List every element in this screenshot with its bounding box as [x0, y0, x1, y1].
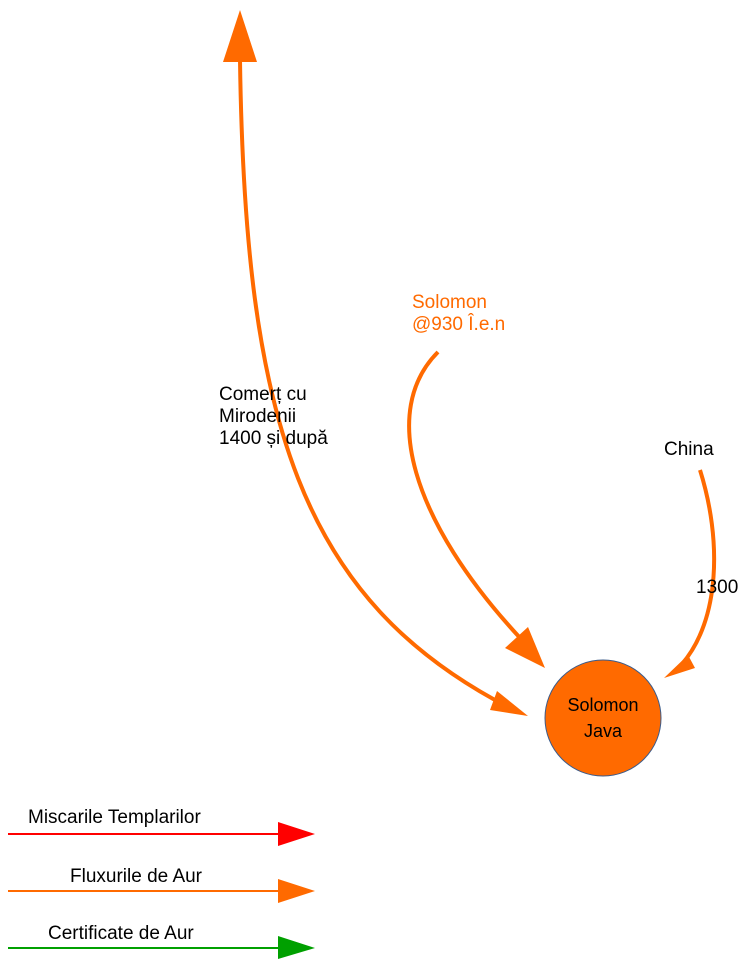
- node-line-1: Solomon: [567, 695, 639, 715]
- solomon-date-line-2: @930 Î.e.n: [412, 314, 506, 335]
- solomon-date-label: Solomon @930 Î.e.n: [412, 292, 505, 336]
- legend-arrowhead-gold-flows: [278, 879, 315, 903]
- node-line-2: Java: [583, 721, 623, 741]
- arrowhead-solomon: [505, 627, 545, 668]
- solomon-java-node: [544, 659, 662, 777]
- spice-trade-line-1: Comerț cu: [219, 384, 307, 405]
- legend-label-gold-certificates: Certificate de Aur: [48, 923, 194, 944]
- solomon-flow-arrow: [407, 350, 524, 642]
- china-flow-arrow: [680, 469, 717, 666]
- spice-trade-line-3: 1400 și după: [219, 428, 328, 449]
- legend-label-templars: Miscarile Templarilor: [28, 807, 201, 828]
- legend-arrowhead-templars: [278, 822, 315, 846]
- arrowhead-bottom-left: [490, 691, 528, 716]
- spice-trade-line-2: Mirodenii: [219, 406, 297, 427]
- solomon-date-line-1: Solomon: [412, 292, 487, 313]
- legend-label-gold-flows: Fluxurile de Aur: [70, 866, 203, 887]
- spice-trade-flow-arrow: [238, 59, 511, 710]
- arrowhead-top: [223, 10, 257, 62]
- arrowhead-china: [664, 655, 695, 678]
- china-label: China: [664, 439, 714, 460]
- solomon-java-node-text: Solomon Java: [545, 692, 661, 744]
- spice-trade-label: Comerț cu Mirodenii 1400 și după: [219, 384, 328, 450]
- legend-arrowhead-gold-certificates: [278, 936, 315, 959]
- year-1300-label: 1300: [696, 577, 739, 598]
